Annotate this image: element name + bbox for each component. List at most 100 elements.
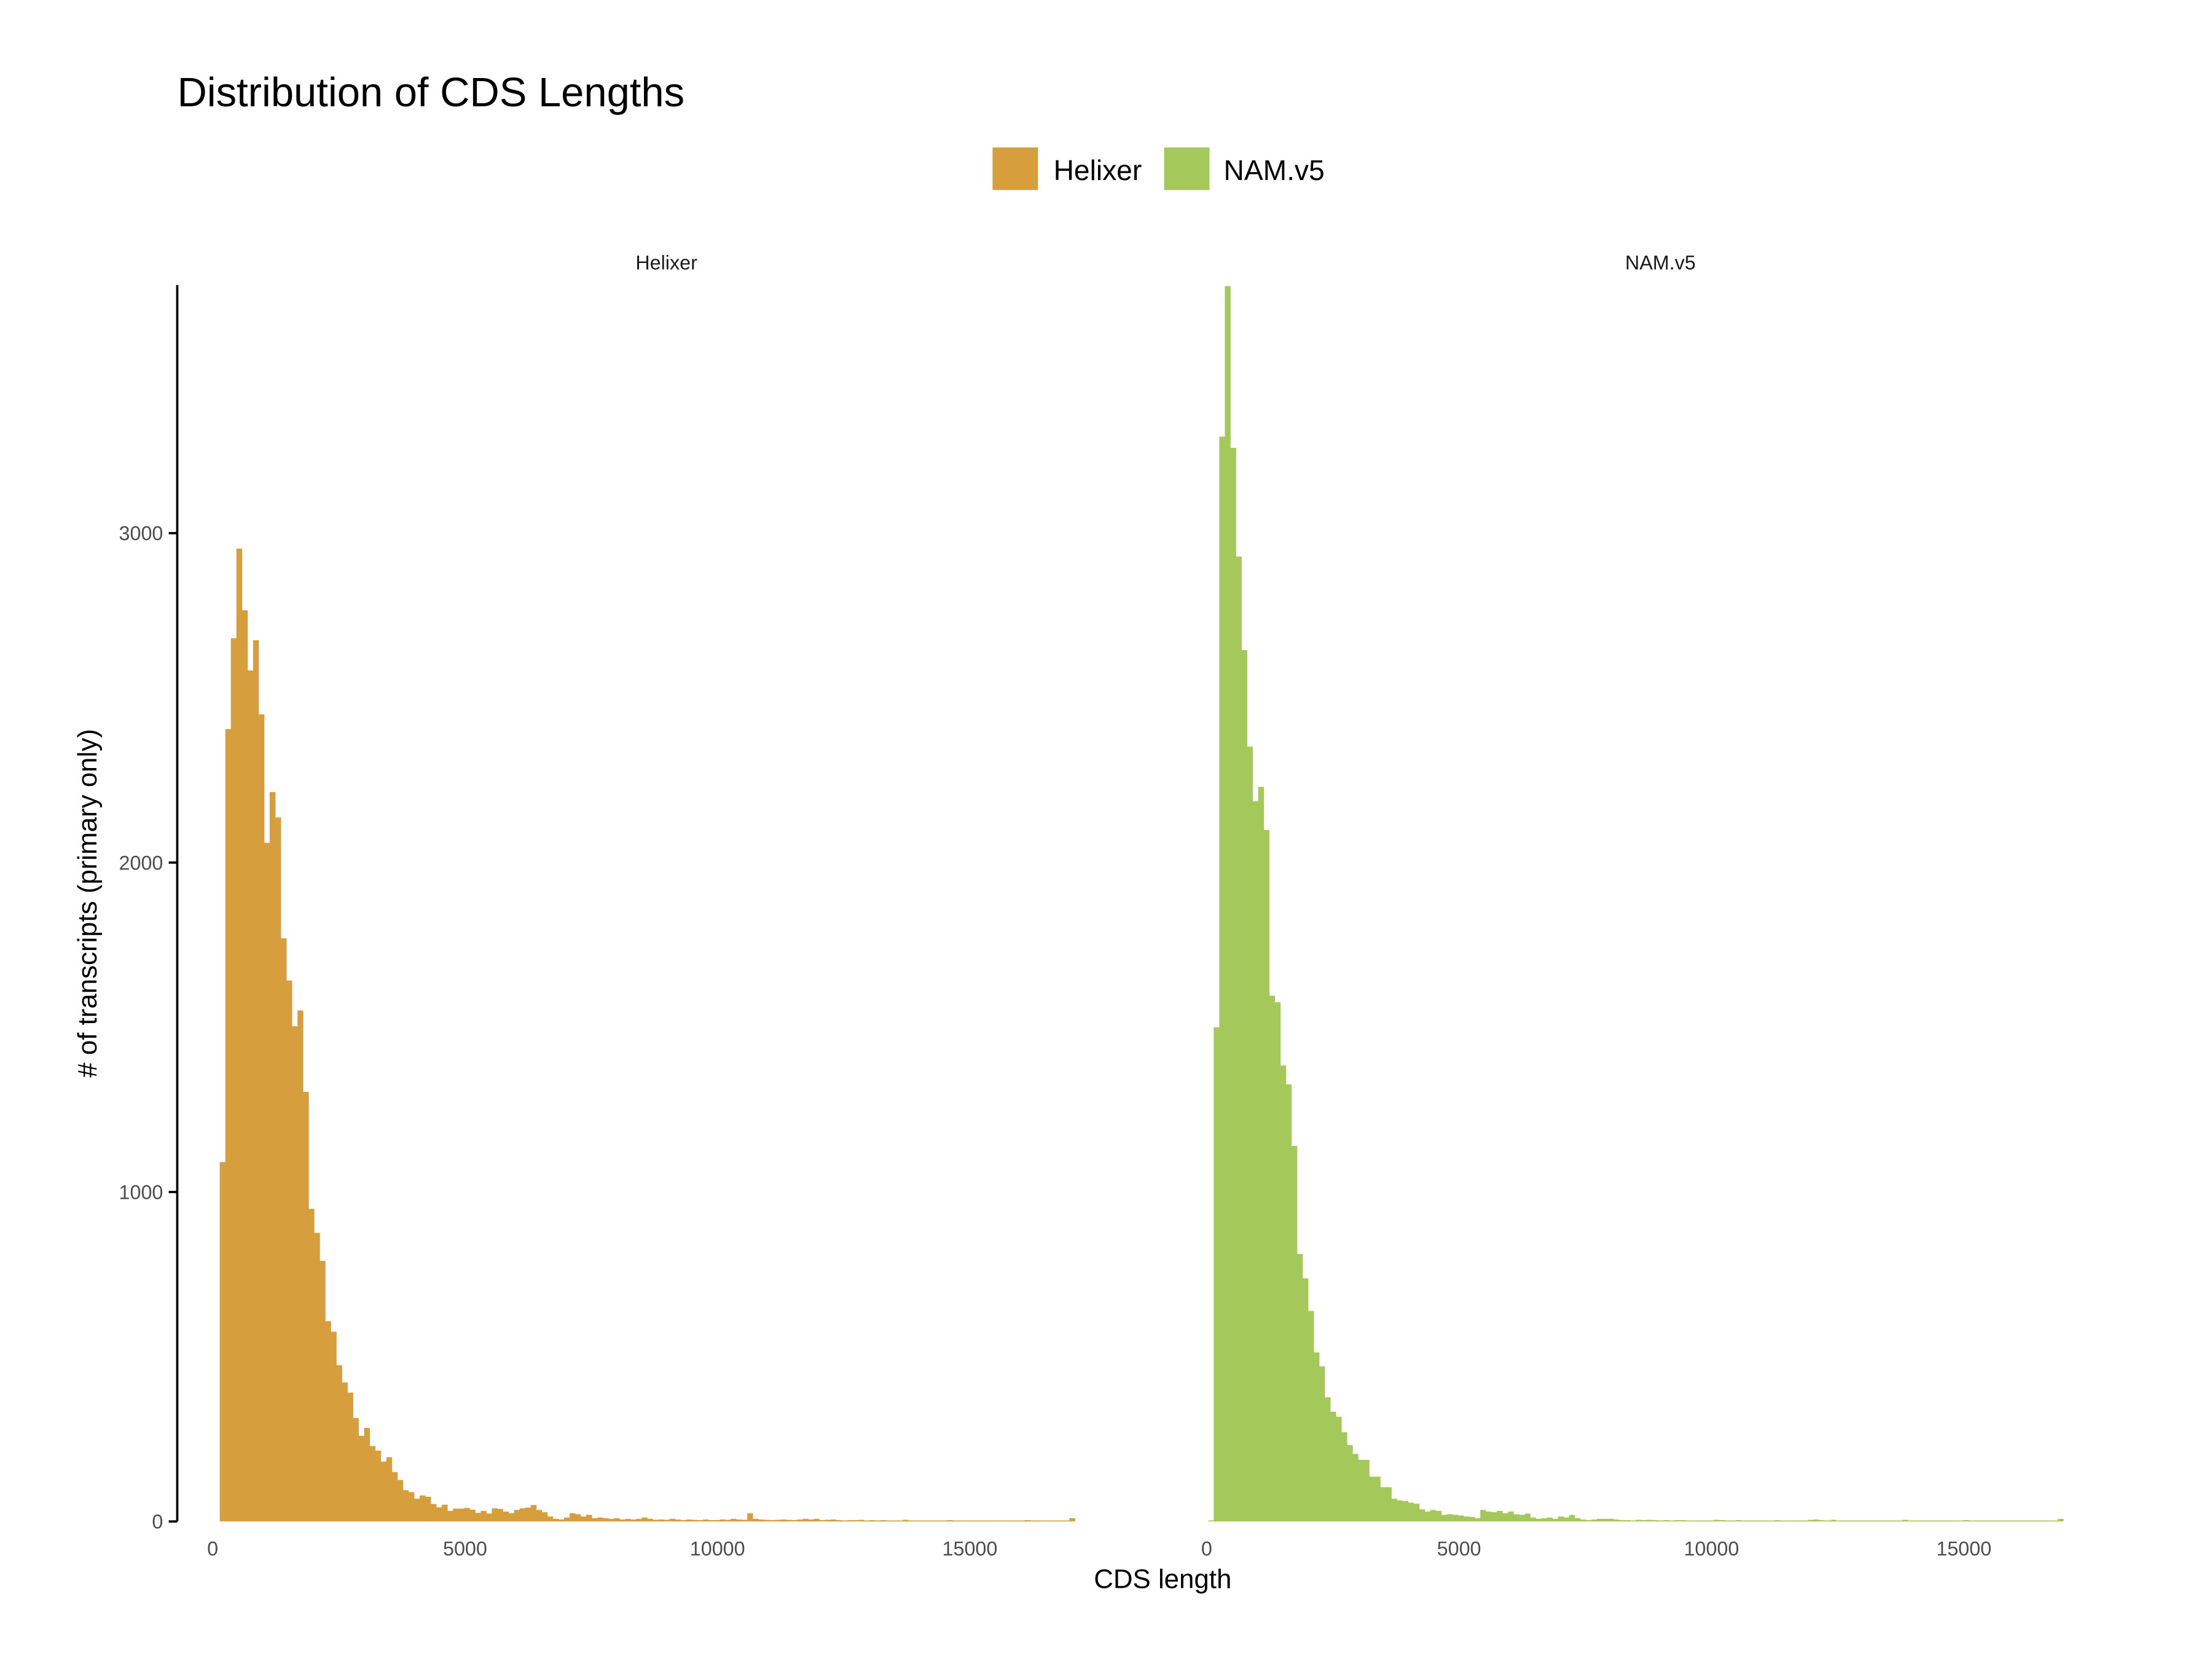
histogram-bar bbox=[1513, 1514, 1520, 1522]
histogram-bar bbox=[1647, 1520, 1653, 1522]
histogram-bar bbox=[1757, 1520, 1764, 1522]
histogram-bar bbox=[936, 1520, 942, 1522]
histogram-bar bbox=[1325, 1397, 1331, 1522]
histogram-bar bbox=[530, 1505, 537, 1522]
histogram-bar bbox=[469, 1509, 476, 1522]
histogram-bar bbox=[1552, 1518, 1558, 1522]
histogram-bar bbox=[1464, 1516, 1470, 1522]
histogram-bar bbox=[653, 1520, 659, 1522]
histogram-bar bbox=[292, 1026, 298, 1522]
histogram-bar bbox=[1930, 1520, 1936, 1522]
histogram-bar bbox=[2046, 1520, 2053, 1522]
histogram-bar bbox=[1991, 1520, 1997, 1522]
histogram-bar bbox=[991, 1520, 998, 1522]
histogram-bar bbox=[1036, 1520, 1042, 1522]
histogram-bar bbox=[480, 1511, 487, 1522]
histogram-bar bbox=[1941, 1520, 1947, 1522]
histogram-bar bbox=[1607, 1518, 1614, 1522]
histogram-bar bbox=[625, 1518, 631, 1522]
histogram-bar bbox=[1308, 1311, 1314, 1522]
histogram-bar bbox=[1952, 1520, 1958, 1522]
histogram-bar bbox=[408, 1492, 415, 1522]
histogram-bar bbox=[514, 1510, 520, 1522]
panel-helixer bbox=[219, 548, 1075, 1522]
histogram-bar bbox=[569, 1513, 576, 1522]
histogram-bar bbox=[1574, 1518, 1581, 1522]
histogram-bar bbox=[1630, 1520, 1636, 1522]
histogram-bar bbox=[508, 1513, 514, 1522]
histogram-bar bbox=[731, 1518, 737, 1522]
histogram-bar bbox=[858, 1520, 865, 1522]
histogram-bar bbox=[1786, 1520, 1792, 1522]
histogram-bar bbox=[886, 1520, 892, 1522]
histogram-bar bbox=[736, 1519, 742, 1522]
histogram-bar bbox=[325, 1321, 331, 1522]
histogram-bar bbox=[1480, 1510, 1486, 1522]
histogram-bar bbox=[1730, 1520, 1736, 1522]
histogram-bar bbox=[1985, 1520, 1991, 1522]
histogram-bar bbox=[758, 1519, 764, 1522]
histogram-bar bbox=[797, 1519, 803, 1522]
x-tick-label: 10000 bbox=[1684, 1538, 1739, 1560]
histogram-bar bbox=[2035, 1520, 2042, 1522]
histogram-bar bbox=[1863, 1520, 1870, 1522]
histogram-bar bbox=[1885, 1520, 1892, 1522]
histogram-bar bbox=[1775, 1520, 1781, 1522]
histogram-bar bbox=[503, 1512, 509, 1522]
histogram-bar bbox=[592, 1518, 598, 1522]
histogram-bar bbox=[1702, 1520, 1708, 1522]
histogram-bar bbox=[1563, 1517, 1570, 1522]
histogram-bar bbox=[1924, 1520, 1931, 1522]
histogram-bar bbox=[930, 1520, 936, 1522]
x-tick-label: 5000 bbox=[443, 1538, 487, 1560]
histogram-bar bbox=[1441, 1515, 1448, 1522]
histogram-bar bbox=[1724, 1520, 1731, 1522]
histogram-bar bbox=[1397, 1500, 1403, 1522]
histogram-bar bbox=[619, 1519, 626, 1522]
histogram-bar bbox=[775, 1520, 781, 1522]
histogram-bar bbox=[525, 1507, 531, 1522]
histogram-bar bbox=[1469, 1516, 1475, 1522]
histogram-bar bbox=[1769, 1520, 1775, 1522]
histogram-bar bbox=[1269, 995, 1276, 1522]
histogram-bar bbox=[1547, 1517, 1553, 1522]
histogram-bar bbox=[1874, 1520, 1881, 1522]
histogram-bar bbox=[1219, 436, 1225, 1522]
histogram-bar bbox=[1446, 1514, 1453, 1522]
histogram-bar bbox=[1580, 1519, 1586, 1522]
histogram-bar bbox=[541, 1512, 548, 1522]
x-tick-label: 15000 bbox=[943, 1538, 998, 1560]
histogram-bar bbox=[1636, 1520, 1642, 1522]
histogram-bar bbox=[908, 1520, 914, 1522]
histogram-bar bbox=[1296, 1253, 1303, 1522]
histogram-bar bbox=[802, 1518, 809, 1522]
histogram-bar bbox=[453, 1508, 459, 1522]
y-axis-label: # of transcripts (primary only) bbox=[73, 729, 103, 1077]
histogram-bar bbox=[2030, 1520, 2036, 1522]
histogram-bar bbox=[975, 1520, 981, 1522]
histogram-bar bbox=[397, 1480, 404, 1522]
histogram-bar bbox=[1214, 1027, 1220, 1522]
histogram-bar bbox=[364, 1427, 371, 1522]
histogram-bar bbox=[1602, 1518, 1609, 1522]
histogram-bar bbox=[1596, 1518, 1603, 1522]
histogram-bar bbox=[380, 1461, 387, 1522]
histogram-bar bbox=[863, 1520, 870, 1522]
histogram-bar bbox=[708, 1520, 715, 1522]
histogram-bar bbox=[358, 1435, 364, 1522]
histogram-bar bbox=[947, 1520, 953, 1522]
histogram-bar bbox=[1013, 1520, 1020, 1522]
histogram-bar bbox=[1508, 1512, 1514, 1522]
histogram-bar bbox=[425, 1496, 431, 1522]
histogram-bar bbox=[1230, 447, 1236, 1522]
legend-swatch-namv5 bbox=[1164, 147, 1210, 190]
histogram-bar bbox=[702, 1519, 709, 1522]
histogram-bar bbox=[1869, 1520, 1875, 1522]
histogram-bar bbox=[830, 1519, 837, 1522]
histogram-bar bbox=[1491, 1512, 1497, 1522]
histogram-bar bbox=[1614, 1519, 1620, 1522]
histogram-bar bbox=[1475, 1518, 1481, 1522]
histogram-bar bbox=[1763, 1520, 1770, 1522]
histogram-bar bbox=[1919, 1520, 1925, 1522]
